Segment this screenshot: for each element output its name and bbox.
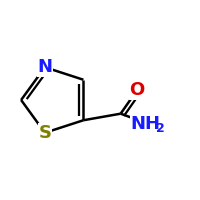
Text: S: S — [38, 124, 51, 142]
Text: NH: NH — [131, 115, 161, 133]
Text: 2: 2 — [156, 122, 164, 135]
Text: N: N — [37, 58, 52, 76]
Text: O: O — [130, 81, 145, 99]
